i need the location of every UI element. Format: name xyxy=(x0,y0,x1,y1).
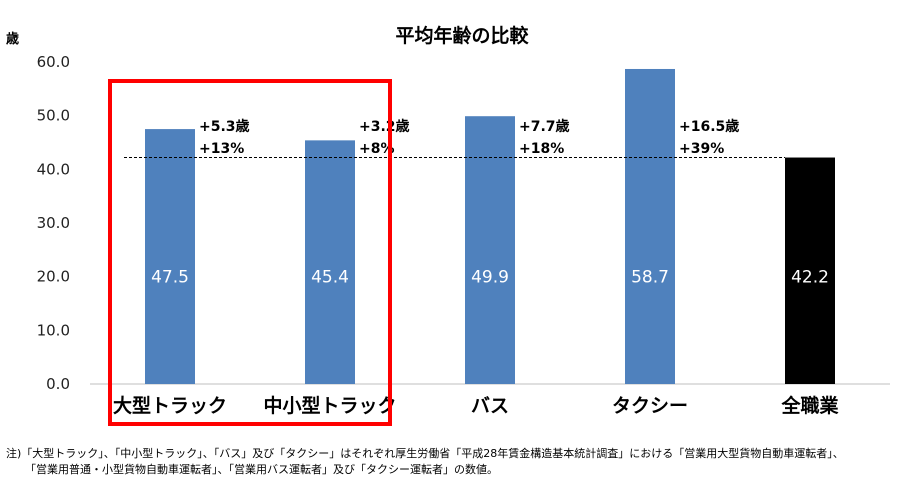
diff-percent-label: +8% xyxy=(359,141,395,157)
bar-value-label: 45.4 xyxy=(311,268,349,288)
y-tick-label: 10.0 xyxy=(37,321,70,339)
diff-percent-label: +39% xyxy=(679,141,724,157)
diff-years-label: +5.3歳 xyxy=(199,118,250,135)
footnote-line-1: 注)「大型トラック」、「中小型トラック」、「バス」及び「タクシー」はそれぞれ厚生… xyxy=(6,447,844,460)
category-label: バス xyxy=(471,395,509,417)
y-tick-label: 50.0 xyxy=(37,107,70,125)
diff-years-label: +7.7歳 xyxy=(519,118,570,135)
bars xyxy=(145,68,835,384)
y-axis-unit: 歳 xyxy=(6,31,19,47)
footnote-line-2: 「営業用普通・小型貨物自動車運転者」、「営業用バス運転者」及び「タクシー運転者」… xyxy=(25,463,498,476)
bar-value-label: 42.2 xyxy=(791,268,829,288)
chart-title: 平均年齢の比較 xyxy=(395,24,529,47)
bar-value-label: 49.9 xyxy=(471,268,509,288)
bar-value-label: 58.7 xyxy=(631,268,669,288)
category-label: 中小型トラック xyxy=(263,394,396,417)
bar-1 xyxy=(145,129,195,384)
bar-3 xyxy=(465,116,515,384)
y-tick-label: 60.0 xyxy=(37,53,70,71)
diff-percent-label: +13% xyxy=(199,141,244,157)
diff-percent-label: +18% xyxy=(519,141,564,157)
diff-years-label: +16.5歳 xyxy=(679,118,739,135)
y-axis-ticks: 0.0 10.0 20.0 30.0 40.0 50.0 60.0 xyxy=(37,53,70,393)
labels: 47.5 大型トラック +5.3歳 +13% 45.4 中小型トラック +3.2歳 +8% 49… xyxy=(113,118,840,417)
bar-4 xyxy=(625,68,675,384)
bar-chart: 平均年齢の比較 歳 0.0 10.0 20.0 30.0 40.0 50.0 60.0 47… xyxy=(6,24,890,426)
category-label: 全職業 xyxy=(780,394,839,417)
y-tick-label: 20.0 xyxy=(37,268,70,286)
footnote: 注)「大型トラック」、「中小型トラック」、「バス」及び「タクシー」はそれぞれ厚生… xyxy=(6,446,896,478)
bar-2 xyxy=(305,140,355,384)
highlight-frame xyxy=(108,79,392,426)
bar-5 xyxy=(785,157,835,384)
y-tick-label: 30.0 xyxy=(37,214,70,232)
category-label: タクシー xyxy=(612,395,688,417)
y-tick-label: 0.0 xyxy=(46,375,70,393)
category-label: 大型トラック xyxy=(113,394,227,417)
bar-value-label: 47.5 xyxy=(151,268,189,288)
diff-years-label: +3.2歳 xyxy=(359,118,410,135)
y-tick-label: 40.0 xyxy=(37,160,70,178)
